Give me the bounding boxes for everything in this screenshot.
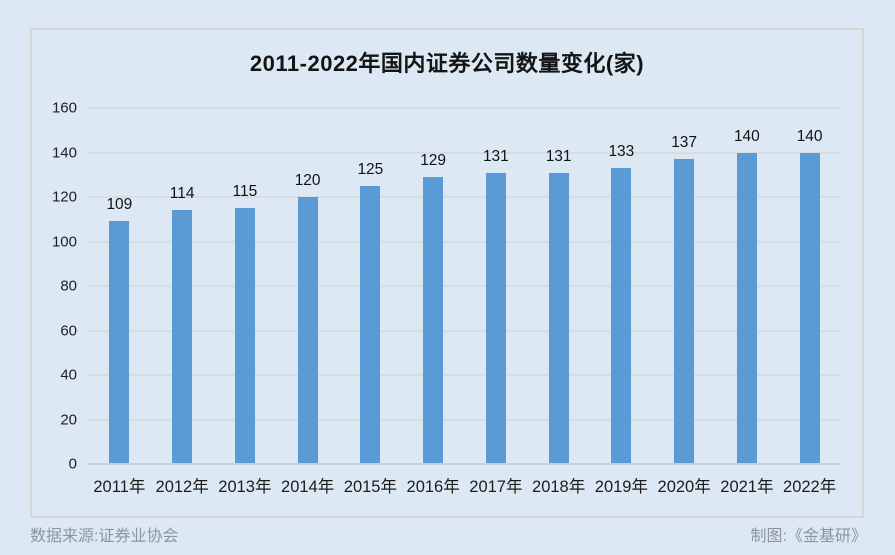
bar-value-label: 131 [545,147,572,165]
bar-value-label: 109 [106,196,133,214]
bar-column: 140 [716,108,779,464]
y-tick-label: 60 [60,322,77,339]
y-tick-label: 0 [68,455,77,473]
gridline [88,418,841,421]
y-tick-label: 40 [60,366,77,384]
bar-column: 125 [339,108,402,464]
x-tick-label: 2017年 [469,478,523,496]
data-source-note: 数据来源:证券业协会 [30,528,179,545]
x-tick-label: 2014年 [281,478,335,496]
x-tick-label: 2016年 [406,478,460,496]
bar [109,221,130,464]
bar [611,168,632,464]
gridline [88,374,841,376]
bar-value-label: 140 [796,127,823,145]
x-tick-label: 2021年 [720,478,774,496]
bar-value-label: 129 [420,151,447,169]
bar [674,159,695,464]
bar-value-label: 115 [232,183,258,201]
bar-value-label: 120 [294,172,321,189]
x-tick-label: 2012年 [155,478,209,496]
y-tick-label: 20 [60,411,77,428]
y-tick-label: 80 [60,277,77,295]
bar-column: 115 [214,108,277,464]
gridline [88,107,841,109]
x-axis-line [88,463,841,465]
bar-column: 131 [465,108,528,464]
gridline [88,196,841,198]
x-tick-label: 2011年 [93,478,146,496]
bar [736,152,757,464]
bar [360,185,381,464]
chart-panel: 2011-2022年国内证券公司数量变化(家) 0 20 40 60 80 100 120 1… [30,28,864,518]
gridline [88,285,841,287]
y-tick-label: 140 [51,144,77,161]
bar-value-label: 114 [169,185,195,203]
bar-value-label: 140 [733,127,760,145]
bar-column: 120 [276,108,339,464]
bar [423,176,444,464]
bar [234,208,255,464]
gridline [88,151,841,154]
bar-column: 129 [402,108,465,464]
bar-value-label: 137 [671,134,698,152]
y-tick-label: 160 [51,99,77,117]
gridline [88,240,841,243]
bar [297,197,318,464]
x-tick-label: 2013年 [218,478,272,496]
bar-column: 109 [88,108,151,464]
gridline [88,329,841,332]
credit-note: 制图:《金基研》 [750,528,867,545]
chart-title: 2011-2022年国内证券公司数量变化(家) [249,51,645,76]
bar [485,172,506,464]
y-tick-label: 120 [51,188,77,206]
bar-column: 140 [778,108,841,464]
bar-value-label: 133 [608,143,635,161]
bar-column: 133 [590,108,653,464]
bar [548,172,569,464]
bar-value-label: 125 [357,160,384,178]
y-tick-label: 100 [51,233,77,250]
bar [172,210,193,464]
bar-column: 114 [151,108,214,464]
bar-column: 137 [653,108,716,464]
x-tick-label: 2015年 [343,478,397,496]
bar-value-label: 131 [482,147,509,165]
bar [799,152,820,464]
x-tick-label: 2020年 [657,478,711,496]
x-tick-label: 2019年 [594,478,648,496]
x-tick-label: 2022年 [783,478,837,496]
bar-column: 131 [527,108,590,464]
x-tick-label: 2018年 [532,478,586,496]
plot-area: 0 20 40 60 80 100 120 140 160 109 114 115 120 125 129… [52,100,841,496]
